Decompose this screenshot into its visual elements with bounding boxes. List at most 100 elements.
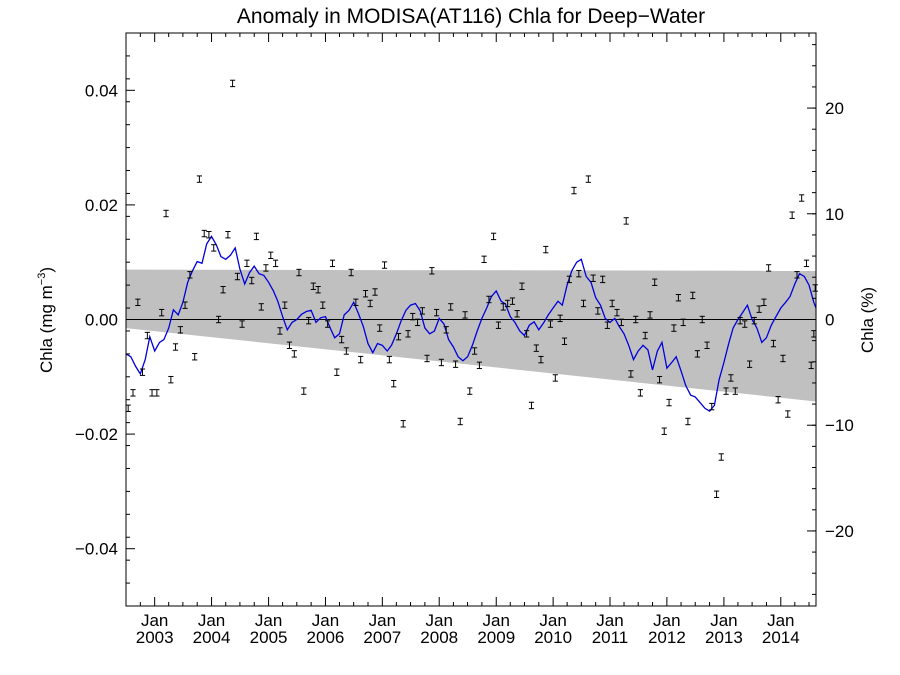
data-point bbox=[666, 398, 672, 407]
data-point bbox=[154, 389, 160, 397]
data-point bbox=[609, 299, 615, 308]
data-point bbox=[358, 355, 364, 364]
data-point bbox=[737, 316, 743, 325]
x-tick-year-label: 2010 bbox=[534, 628, 572, 647]
data-point bbox=[405, 330, 411, 338]
data-point bbox=[168, 375, 174, 384]
data-point bbox=[552, 374, 558, 382]
x-tick-year-label: 2005 bbox=[250, 628, 288, 647]
data-point bbox=[799, 194, 805, 202]
data-point bbox=[718, 453, 724, 461]
data-point bbox=[249, 276, 255, 285]
data-point bbox=[690, 291, 696, 300]
data-point bbox=[234, 272, 241, 281]
y-right-tick-label: −10 bbox=[825, 416, 854, 435]
data-point bbox=[642, 331, 648, 340]
data-point bbox=[310, 282, 316, 290]
data-point bbox=[680, 318, 686, 327]
data-point bbox=[519, 282, 525, 290]
x-tick-month-label: Jan bbox=[141, 611, 168, 630]
data-point bbox=[177, 326, 183, 334]
data-point bbox=[766, 264, 772, 272]
uncertainty-band bbox=[126, 269, 816, 402]
chart-title: Anomaly in MODISA(AT116) Chla for Deep−W… bbox=[237, 5, 705, 28]
data-point bbox=[481, 255, 487, 264]
data-point bbox=[675, 294, 682, 302]
data-point bbox=[761, 298, 767, 307]
data-point bbox=[296, 268, 302, 277]
data-point bbox=[652, 278, 658, 286]
data-point bbox=[386, 355, 392, 364]
data-point bbox=[566, 275, 572, 284]
x-tick-month-label: Jan bbox=[369, 611, 396, 630]
data-point bbox=[301, 387, 307, 395]
data-point bbox=[353, 298, 359, 307]
data-point bbox=[509, 297, 516, 305]
x-tick-year-label: 2006 bbox=[307, 628, 345, 647]
data-point bbox=[751, 316, 757, 325]
data-point bbox=[381, 261, 388, 269]
data-point bbox=[538, 355, 544, 364]
data-point bbox=[144, 331, 150, 340]
data-point bbox=[220, 286, 226, 294]
data-point bbox=[377, 324, 383, 332]
data-point bbox=[747, 360, 753, 368]
data-point bbox=[775, 396, 781, 404]
x-tick-month-label: Jan bbox=[653, 611, 680, 630]
data-point bbox=[514, 310, 520, 318]
data-point bbox=[163, 209, 169, 218]
data-point bbox=[201, 229, 207, 238]
data-point bbox=[604, 321, 610, 329]
data-point bbox=[789, 211, 795, 219]
data-point bbox=[395, 332, 402, 341]
data-point bbox=[291, 350, 297, 358]
data-point bbox=[130, 389, 136, 397]
data-point bbox=[590, 274, 596, 282]
data-point bbox=[647, 311, 653, 319]
data-point bbox=[367, 299, 373, 308]
data-point bbox=[580, 299, 587, 308]
data-point bbox=[362, 290, 369, 298]
data-point bbox=[286, 341, 293, 349]
data-point bbox=[812, 284, 818, 292]
data-point bbox=[225, 230, 231, 239]
data-point bbox=[348, 268, 354, 277]
data-point bbox=[400, 420, 406, 428]
data-point bbox=[343, 347, 349, 355]
data-point bbox=[372, 288, 378, 296]
x-tick-year-label: 2012 bbox=[648, 628, 686, 647]
data-point bbox=[258, 303, 264, 311]
data-point bbox=[524, 330, 530, 338]
data-point bbox=[329, 259, 336, 268]
data-point bbox=[571, 186, 577, 195]
series-line bbox=[125, 235, 817, 413]
x-tick-month-label: Jan bbox=[426, 611, 453, 630]
data-point bbox=[192, 353, 198, 361]
data-point bbox=[315, 286, 321, 294]
data-point bbox=[505, 299, 511, 308]
data-point bbox=[438, 358, 444, 367]
y-right-tick-label: 0 bbox=[825, 311, 834, 330]
data-point bbox=[462, 311, 468, 319]
data-point bbox=[585, 175, 591, 183]
y-left-tick-label: −0.02 bbox=[75, 425, 118, 444]
x-tick-month-label: Jan bbox=[312, 611, 339, 630]
data-point bbox=[709, 402, 715, 411]
y-left-tick-label: 0.00 bbox=[85, 311, 118, 330]
x-tick-year-label: 2008 bbox=[420, 628, 458, 647]
x-tick-month-label: Jan bbox=[767, 611, 794, 630]
x-tick-year-label: 2011 bbox=[592, 628, 629, 647]
data-point bbox=[547, 320, 554, 328]
data-point bbox=[263, 264, 269, 272]
x-tick-month-label: Jan bbox=[710, 611, 737, 630]
data-point bbox=[794, 271, 800, 279]
data-point bbox=[656, 375, 663, 384]
data-point bbox=[272, 259, 279, 268]
data-point bbox=[557, 314, 563, 323]
data-point bbox=[229, 79, 236, 88]
data-point bbox=[448, 303, 454, 311]
y-left-tick-label: 0.02 bbox=[85, 196, 118, 215]
data-point bbox=[433, 308, 440, 317]
data-point bbox=[756, 305, 762, 313]
